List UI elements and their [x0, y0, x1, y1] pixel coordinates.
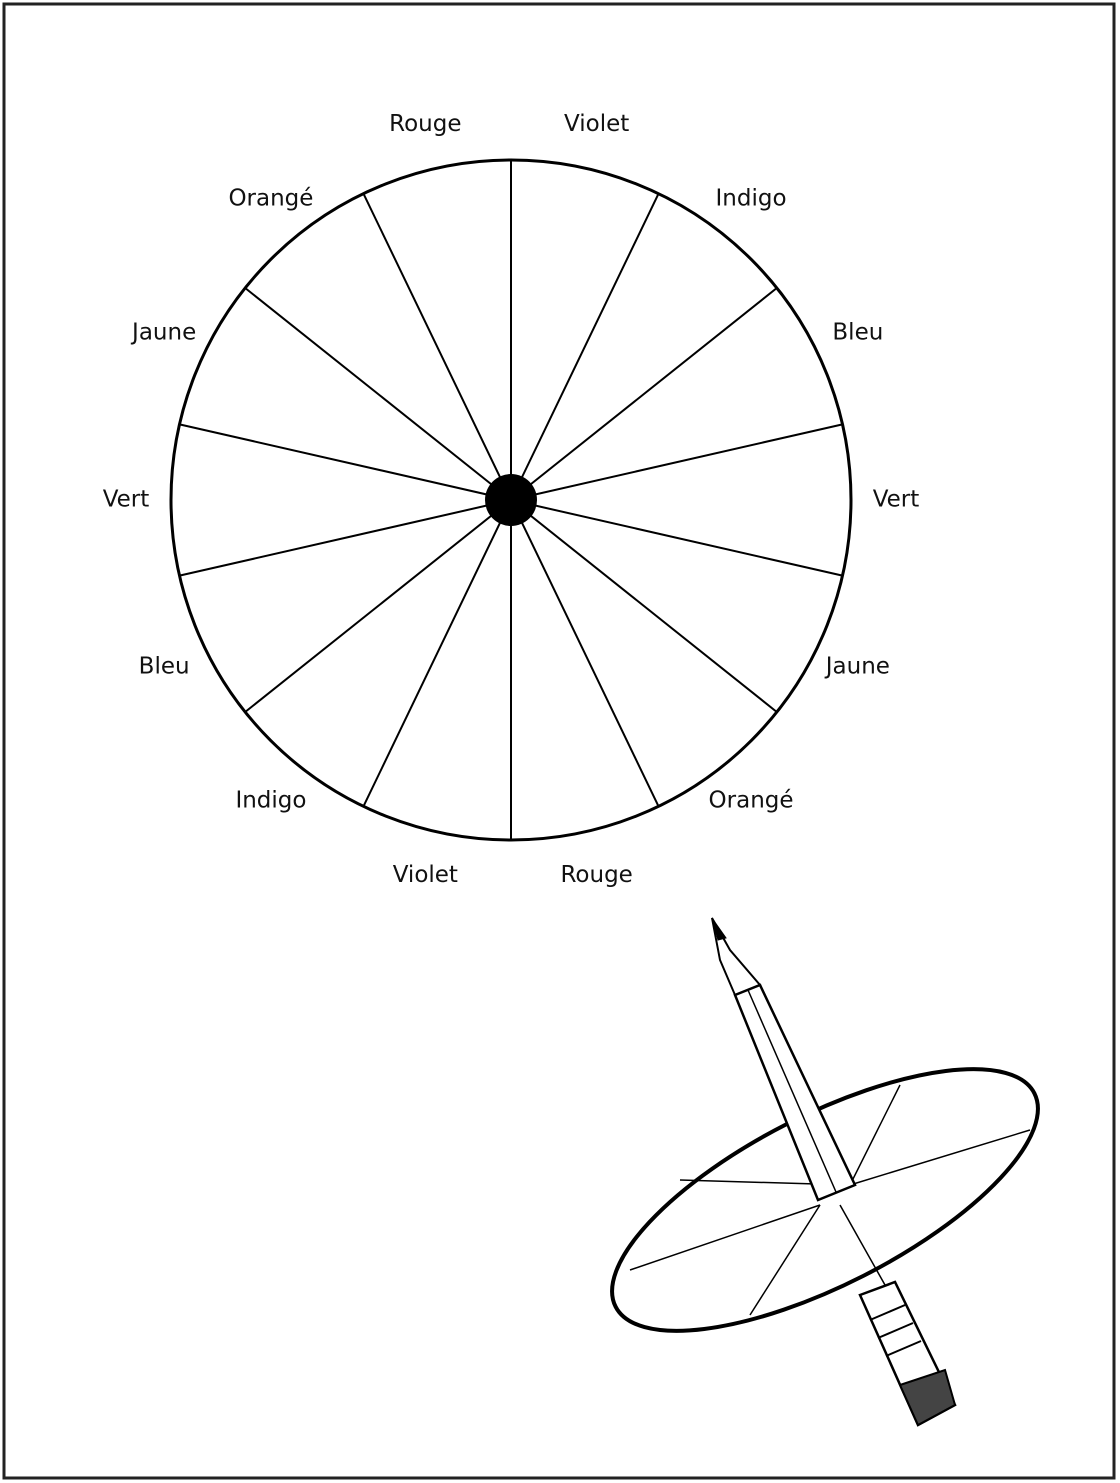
sector-label: Vert: [873, 487, 920, 513]
sector-label: Violet: [564, 111, 629, 137]
sector-label: Jaune: [130, 319, 196, 345]
sector-label: Rouge: [560, 862, 632, 888]
sector-label: Orangé: [228, 185, 313, 211]
sector-label: Indigo: [235, 788, 306, 814]
sector-label: Jaune: [824, 654, 890, 680]
center-hole: [485, 474, 537, 526]
sector-label: Rouge: [389, 111, 461, 137]
sector-label: Bleu: [832, 319, 883, 345]
page: Violet Indigo Bleu Vert Jaune Orangé Rouge Viol…: [0, 0, 1120, 1483]
sector-label: Indigo: [716, 185, 787, 211]
sector-label: Orangé: [709, 788, 794, 814]
sector-label: Violet: [393, 862, 458, 888]
sector-label: Vert: [103, 487, 150, 513]
sector-label: Bleu: [139, 654, 190, 680]
